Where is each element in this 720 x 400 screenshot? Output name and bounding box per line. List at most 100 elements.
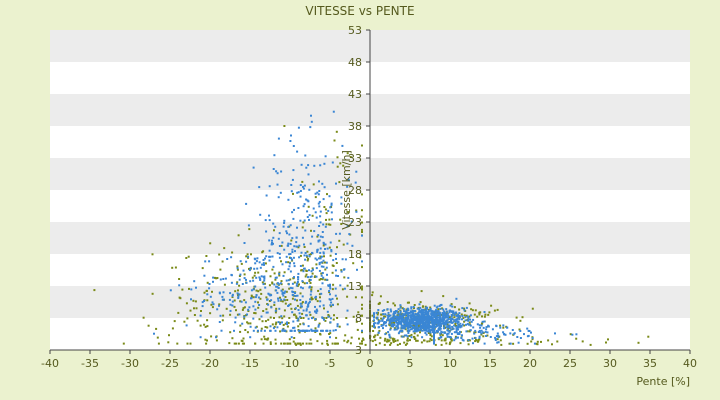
data-point — [292, 277, 295, 280]
data-point — [530, 340, 533, 343]
data-point — [443, 323, 446, 326]
data-point — [476, 340, 479, 343]
data-point — [284, 290, 287, 293]
data-point — [396, 310, 398, 313]
data-point — [445, 310, 448, 313]
data-point — [467, 343, 470, 346]
data-point — [437, 327, 440, 330]
data-point — [425, 321, 428, 324]
data-point — [422, 323, 424, 326]
data-point — [526, 335, 529, 338]
data-point — [460, 313, 463, 316]
data-point — [319, 247, 322, 250]
data-point — [303, 203, 306, 206]
data-point — [303, 329, 306, 332]
data-point — [299, 299, 302, 301]
data-point — [264, 257, 266, 260]
data-point — [274, 338, 277, 341]
data-point — [253, 267, 256, 270]
data-point — [288, 253, 291, 256]
data-point — [434, 331, 437, 334]
data-point — [333, 314, 335, 317]
data-point — [273, 325, 276, 328]
data-point — [283, 248, 286, 251]
data-point — [393, 321, 395, 324]
data-point — [324, 319, 327, 322]
data-point — [410, 328, 413, 331]
data-point — [330, 211, 333, 214]
data-point — [364, 343, 367, 346]
data-point — [400, 323, 403, 326]
data-point — [142, 316, 145, 319]
data-point — [325, 261, 328, 264]
data-point — [280, 260, 282, 263]
data-point — [253, 312, 256, 314]
data-point — [419, 323, 422, 326]
data-point — [258, 318, 261, 321]
data-point — [448, 327, 451, 330]
data-point — [434, 325, 437, 328]
data-point — [455, 318, 458, 321]
data-point — [468, 330, 471, 333]
data-point — [285, 255, 288, 258]
data-point — [400, 317, 403, 320]
data-point — [299, 219, 302, 222]
data-point — [377, 309, 380, 311]
data-point — [231, 300, 234, 303]
data-point — [299, 254, 302, 257]
data-point — [433, 331, 435, 333]
data-point — [280, 244, 283, 247]
data-point — [271, 323, 274, 326]
data-point — [554, 332, 556, 335]
data-point — [332, 318, 335, 321]
data-point — [329, 293, 331, 296]
data-point — [336, 303, 339, 306]
data-point — [556, 340, 559, 343]
data-point — [326, 247, 329, 250]
data-point — [275, 307, 278, 310]
data-point — [497, 334, 500, 337]
data-point — [319, 300, 322, 303]
data-point — [281, 321, 283, 324]
data-point — [287, 305, 290, 307]
data-point — [423, 311, 426, 314]
data-point — [421, 316, 424, 319]
data-point — [329, 321, 332, 324]
data-point — [268, 219, 271, 222]
data-point — [405, 334, 408, 337]
data-point — [257, 329, 259, 332]
data-point — [229, 292, 232, 295]
data-point — [502, 326, 505, 329]
data-point — [400, 329, 403, 332]
data-point — [280, 298, 283, 301]
data-point — [435, 311, 438, 314]
x-tick-label: -20 — [201, 357, 219, 370]
data-point — [451, 325, 454, 328]
data-point — [412, 310, 415, 313]
data-point — [317, 240, 320, 243]
data-point — [523, 333, 525, 336]
data-point — [339, 162, 342, 165]
data-point — [313, 329, 316, 332]
data-point — [239, 324, 242, 327]
data-point — [290, 257, 292, 260]
data-point — [268, 293, 271, 296]
data-point — [387, 340, 390, 343]
data-point — [406, 315, 409, 318]
data-point — [238, 293, 241, 296]
data-point — [327, 315, 330, 318]
data-point — [425, 328, 428, 331]
data-point — [381, 319, 384, 322]
data-point — [418, 329, 421, 332]
data-point — [277, 283, 280, 286]
y-axis-label: Vitesse [km/h] — [340, 150, 353, 230]
data-point — [396, 343, 399, 346]
data-point — [449, 304, 452, 307]
data-point — [361, 322, 363, 325]
data-point — [377, 311, 379, 314]
data-point — [324, 248, 326, 250]
data-point — [310, 270, 313, 273]
data-point — [376, 322, 379, 325]
data-point — [252, 166, 255, 169]
data-point — [416, 322, 419, 324]
